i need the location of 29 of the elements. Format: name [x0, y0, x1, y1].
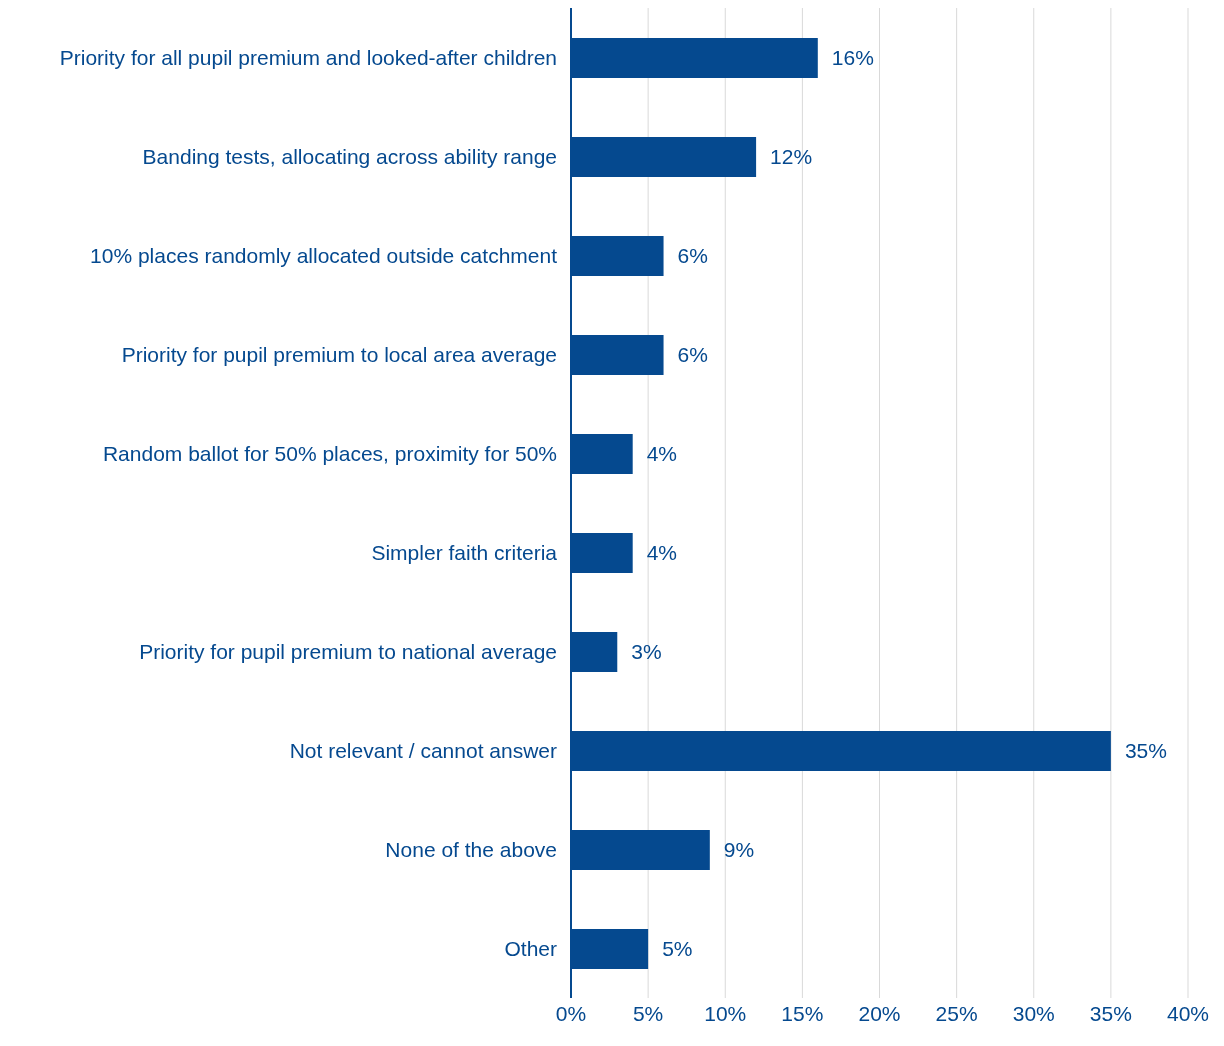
x-tick-label: 35%	[1089, 1001, 1132, 1025]
data-label: 12%	[770, 145, 813, 169]
y-tick-label: Simpler faith criteria	[371, 540, 558, 564]
data-label: 6%	[677, 343, 708, 367]
y-tick-label: 10% places randomly allocated outside catchment	[90, 243, 558, 267]
y-tick-label: None of the above	[385, 837, 557, 861]
data-label: 16%	[831, 46, 874, 70]
x-tick-label: 15%	[781, 1001, 824, 1025]
y-tick-label: Priority for pupil premium to local area average	[121, 342, 557, 366]
y-tick-label: Random ballot for 50% places, proximity for 50%	[102, 441, 557, 465]
y-tick-label: Banding tests, allocating across ability range	[142, 144, 557, 168]
y-tick-label: Not relevant / cannot answer	[289, 738, 557, 762]
data-label: 4%	[646, 541, 678, 565]
data-label: 5%	[662, 937, 693, 961]
data-label: 6%	[677, 244, 708, 268]
x-tick-label: 10%	[704, 1001, 747, 1025]
x-tick-label: 0%	[555, 1001, 587, 1025]
data-label: 35%	[1124, 739, 1167, 763]
x-tick-label: 40%	[1166, 1001, 1210, 1025]
x-tick-label: 20%	[858, 1001, 901, 1025]
data-label: 4%	[646, 442, 678, 466]
y-tick-label: Other	[504, 936, 557, 960]
y-tick-label: Priority for all pupil premium and looked-after children	[59, 45, 557, 69]
data-label: 3%	[631, 640, 662, 664]
x-tick-label: 30%	[1012, 1001, 1055, 1025]
data-label: 9%	[723, 838, 755, 862]
y-tick-label: Priority for pupil premium to national average	[139, 639, 557, 663]
x-tick-label: 25%	[935, 1001, 978, 1025]
x-tick-label: 5%	[632, 1001, 664, 1025]
